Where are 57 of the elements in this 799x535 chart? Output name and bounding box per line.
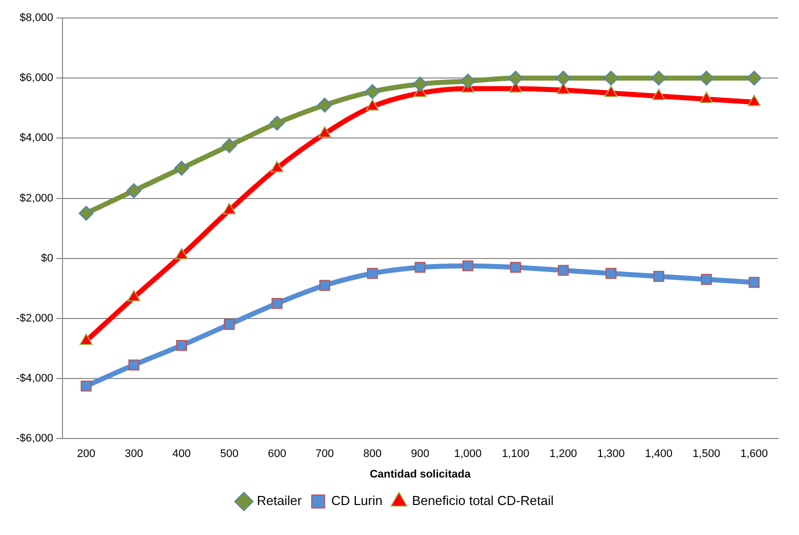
x-tick-label: 1,200	[550, 448, 578, 460]
point	[366, 268, 378, 279]
point	[700, 274, 712, 285]
point	[651, 70, 666, 86]
x-tick-label: 1,300	[597, 448, 625, 460]
point	[317, 98, 332, 113]
point	[80, 380, 92, 392]
legend-label: CD Lurin	[331, 493, 382, 508]
y-tick-label: $4,000	[20, 132, 54, 144]
x-tick-label: 700	[316, 448, 334, 460]
legend-label: Retailer	[256, 493, 302, 508]
point	[460, 74, 476, 89]
y-tick-label: -$2,000	[16, 312, 54, 324]
x-tick-label: 1,000	[454, 448, 482, 460]
y-tick-label: $2,000	[20, 192, 54, 204]
y-tick-label: $6,000	[20, 72, 54, 84]
point	[270, 116, 285, 131]
point	[746, 70, 762, 86]
x-tick-label: 400	[172, 448, 191, 460]
point	[653, 270, 664, 282]
point	[510, 262, 522, 273]
point	[128, 360, 140, 370]
point	[698, 70, 714, 86]
point	[126, 183, 142, 198]
point	[174, 160, 190, 176]
point	[558, 264, 569, 276]
point	[412, 76, 428, 92]
x-tick-label: 900	[410, 448, 430, 460]
point	[224, 318, 235, 330]
y-tick-label: -$4,000	[16, 372, 54, 385]
x-tick-label: 800	[363, 448, 382, 460]
point	[78, 206, 94, 221]
point	[508, 70, 524, 86]
point	[272, 298, 282, 309]
point	[319, 280, 330, 291]
x-tick-label: 500	[220, 448, 238, 460]
y-tick-label: $0	[41, 252, 54, 264]
x-axis-title: Cantidad solicitada	[370, 468, 472, 480]
point	[748, 276, 760, 288]
point	[364, 84, 380, 100]
point	[556, 70, 571, 86]
x-tick-label: 1,100	[502, 448, 530, 460]
x-tick-label: 1,600	[740, 448, 768, 460]
x-tick-label: 600	[268, 448, 286, 460]
y-tick-label: -$6,000	[16, 432, 54, 445]
x-tick-label: 300	[124, 448, 144, 460]
point	[462, 260, 474, 272]
x-tick-label: 1,500	[692, 448, 720, 460]
x-tick-label: 200	[76, 448, 96, 460]
point	[222, 138, 237, 154]
point	[176, 340, 188, 351]
point	[414, 262, 426, 273]
x-tick-label: 1,400	[644, 448, 672, 460]
y-tick-label: $8,000	[20, 12, 54, 24]
legend-label: Beneficio total CD-Retail	[412, 493, 554, 508]
point	[604, 70, 619, 86]
point	[606, 268, 616, 279]
